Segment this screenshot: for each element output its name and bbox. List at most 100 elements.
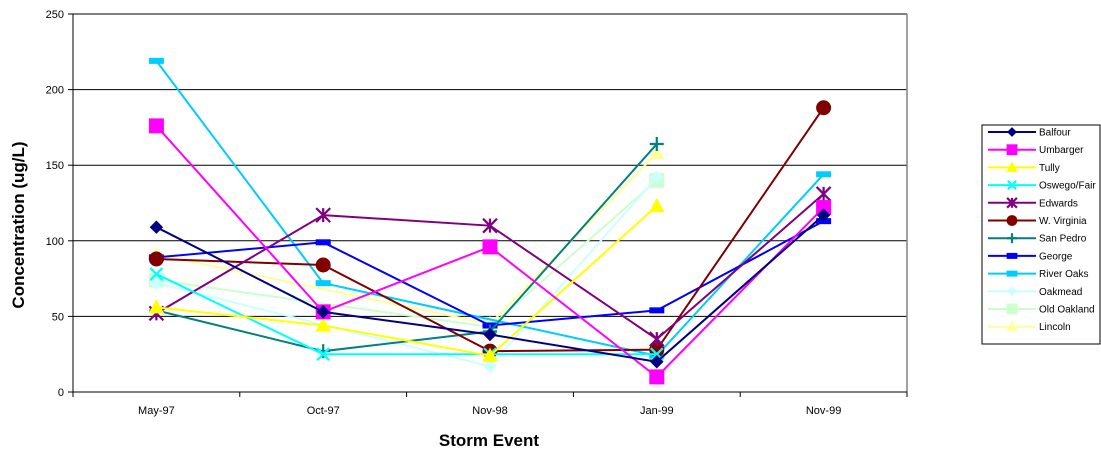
series-line bbox=[156, 205, 658, 357]
data-point bbox=[649, 137, 664, 152]
data-point bbox=[315, 280, 331, 287]
y-tick-label: 150 bbox=[46, 160, 64, 172]
x-tick-label: May-97 bbox=[138, 405, 175, 417]
y-axis-title: Concentration (ug/L) bbox=[9, 141, 28, 308]
data-point bbox=[483, 327, 497, 342]
data-point bbox=[1006, 270, 1018, 277]
data-point bbox=[649, 331, 665, 347]
x-axis-title: Storm Event bbox=[439, 431, 539, 450]
data-point bbox=[148, 299, 165, 314]
data-point bbox=[1006, 252, 1018, 259]
legend-entry: Old Oakland bbox=[988, 303, 1095, 316]
data-point bbox=[649, 307, 665, 314]
data-point bbox=[149, 220, 164, 234]
data-point bbox=[1006, 161, 1018, 172]
data-point bbox=[148, 251, 164, 267]
legend-entry: Umbarger bbox=[988, 144, 1084, 156]
legend-label: San Pedro bbox=[1039, 234, 1087, 245]
y-tick-label: 0 bbox=[58, 387, 64, 399]
data-point bbox=[1007, 180, 1017, 191]
legend-box bbox=[981, 124, 1101, 345]
data-point bbox=[148, 57, 164, 64]
series-river-oaks bbox=[148, 57, 832, 359]
data-point bbox=[815, 186, 832, 202]
plot-series bbox=[148, 57, 832, 385]
x-tick-labels: May-97 Oct-97 Nov-98 Jan-99 Nov-99 bbox=[138, 405, 841, 417]
data-point bbox=[1006, 303, 1018, 315]
legend-label: Old Oakland bbox=[1039, 305, 1095, 316]
data-point bbox=[650, 170, 664, 185]
legend-label: Oakmead bbox=[1039, 287, 1082, 298]
series-line bbox=[156, 176, 658, 368]
data-point bbox=[316, 347, 330, 361]
data-point bbox=[1006, 144, 1018, 156]
data-point bbox=[816, 100, 832, 116]
legend-label: Oswego/Fair bbox=[1039, 181, 1096, 192]
legend-label: Lincoln bbox=[1039, 322, 1071, 333]
y-tick-label: 100 bbox=[46, 236, 64, 248]
series-line bbox=[155, 60, 825, 357]
data-point bbox=[316, 305, 330, 319]
axes bbox=[68, 13, 908, 397]
legend-entry: Balfour bbox=[988, 127, 1071, 139]
legend-entry: Edwards bbox=[988, 197, 1078, 209]
x-tick-label: Oct-97 bbox=[307, 405, 340, 417]
legend-entry: Oswego/Fair bbox=[988, 180, 1096, 192]
y-tick-labels: 0 50 100 150 200 250 bbox=[46, 9, 64, 399]
legend-label: River Oaks bbox=[1039, 269, 1088, 280]
y-tick-label: 50 bbox=[52, 311, 64, 323]
series-line bbox=[156, 152, 658, 326]
data-point bbox=[648, 197, 665, 213]
data-point bbox=[650, 355, 664, 369]
legend-entry: Lincoln bbox=[988, 320, 1071, 333]
data-point bbox=[482, 347, 498, 362]
legend-label: W. Virginia bbox=[1039, 216, 1087, 227]
data-point bbox=[483, 359, 497, 374]
series-line bbox=[155, 273, 657, 356]
legend: Balfour Umbarger Tully Oswego/Fair Edwards W.… bbox=[981, 124, 1101, 345]
data-point bbox=[482, 239, 498, 255]
series-oakmead bbox=[149, 170, 664, 374]
legend-label: Balfour bbox=[1039, 128, 1071, 139]
data-point bbox=[1007, 286, 1017, 297]
x-tick-label: Jan-99 bbox=[640, 405, 674, 417]
series-line bbox=[156, 179, 658, 329]
series-old-oakland bbox=[148, 172, 665, 335]
data-point bbox=[1006, 197, 1018, 209]
legend-label: Edwards bbox=[1039, 198, 1078, 209]
data-point bbox=[148, 118, 164, 134]
legend-entry: San Pedro bbox=[988, 233, 1087, 245]
legend-entry: George bbox=[988, 251, 1073, 262]
data-point bbox=[1007, 127, 1017, 137]
gridlines bbox=[73, 13, 907, 317]
data-point bbox=[149, 276, 164, 290]
x-tick-label: Nov-99 bbox=[806, 405, 841, 417]
series-balfour bbox=[149, 208, 831, 369]
x-tick-label: Nov-98 bbox=[472, 405, 507, 417]
data-point bbox=[1007, 233, 1017, 244]
legend-entry: W. Virginia bbox=[988, 215, 1087, 227]
data-point bbox=[482, 217, 498, 234]
data-point bbox=[1006, 320, 1018, 332]
legend-label: George bbox=[1039, 251, 1073, 262]
data-point bbox=[315, 317, 332, 332]
data-point bbox=[315, 207, 331, 223]
y-tick-label: 200 bbox=[46, 85, 64, 97]
legend-entry: River Oaks bbox=[988, 269, 1088, 280]
data-point bbox=[315, 239, 331, 246]
legend-entry: Tully bbox=[988, 161, 1060, 174]
legend-entry: Oakmead bbox=[988, 286, 1082, 298]
data-point bbox=[816, 171, 832, 178]
data-point bbox=[1006, 215, 1018, 226]
data-point bbox=[149, 267, 164, 281]
data-point bbox=[648, 145, 665, 160]
data-point bbox=[315, 257, 331, 273]
series-tully bbox=[148, 197, 665, 362]
data-point bbox=[816, 208, 831, 222]
legend-label: Umbarger bbox=[1039, 145, 1084, 156]
series-san-pedro bbox=[149, 137, 664, 359]
data-point bbox=[649, 369, 665, 385]
y-tick-label: 250 bbox=[46, 9, 64, 21]
legend-label: Tully bbox=[1039, 163, 1060, 174]
